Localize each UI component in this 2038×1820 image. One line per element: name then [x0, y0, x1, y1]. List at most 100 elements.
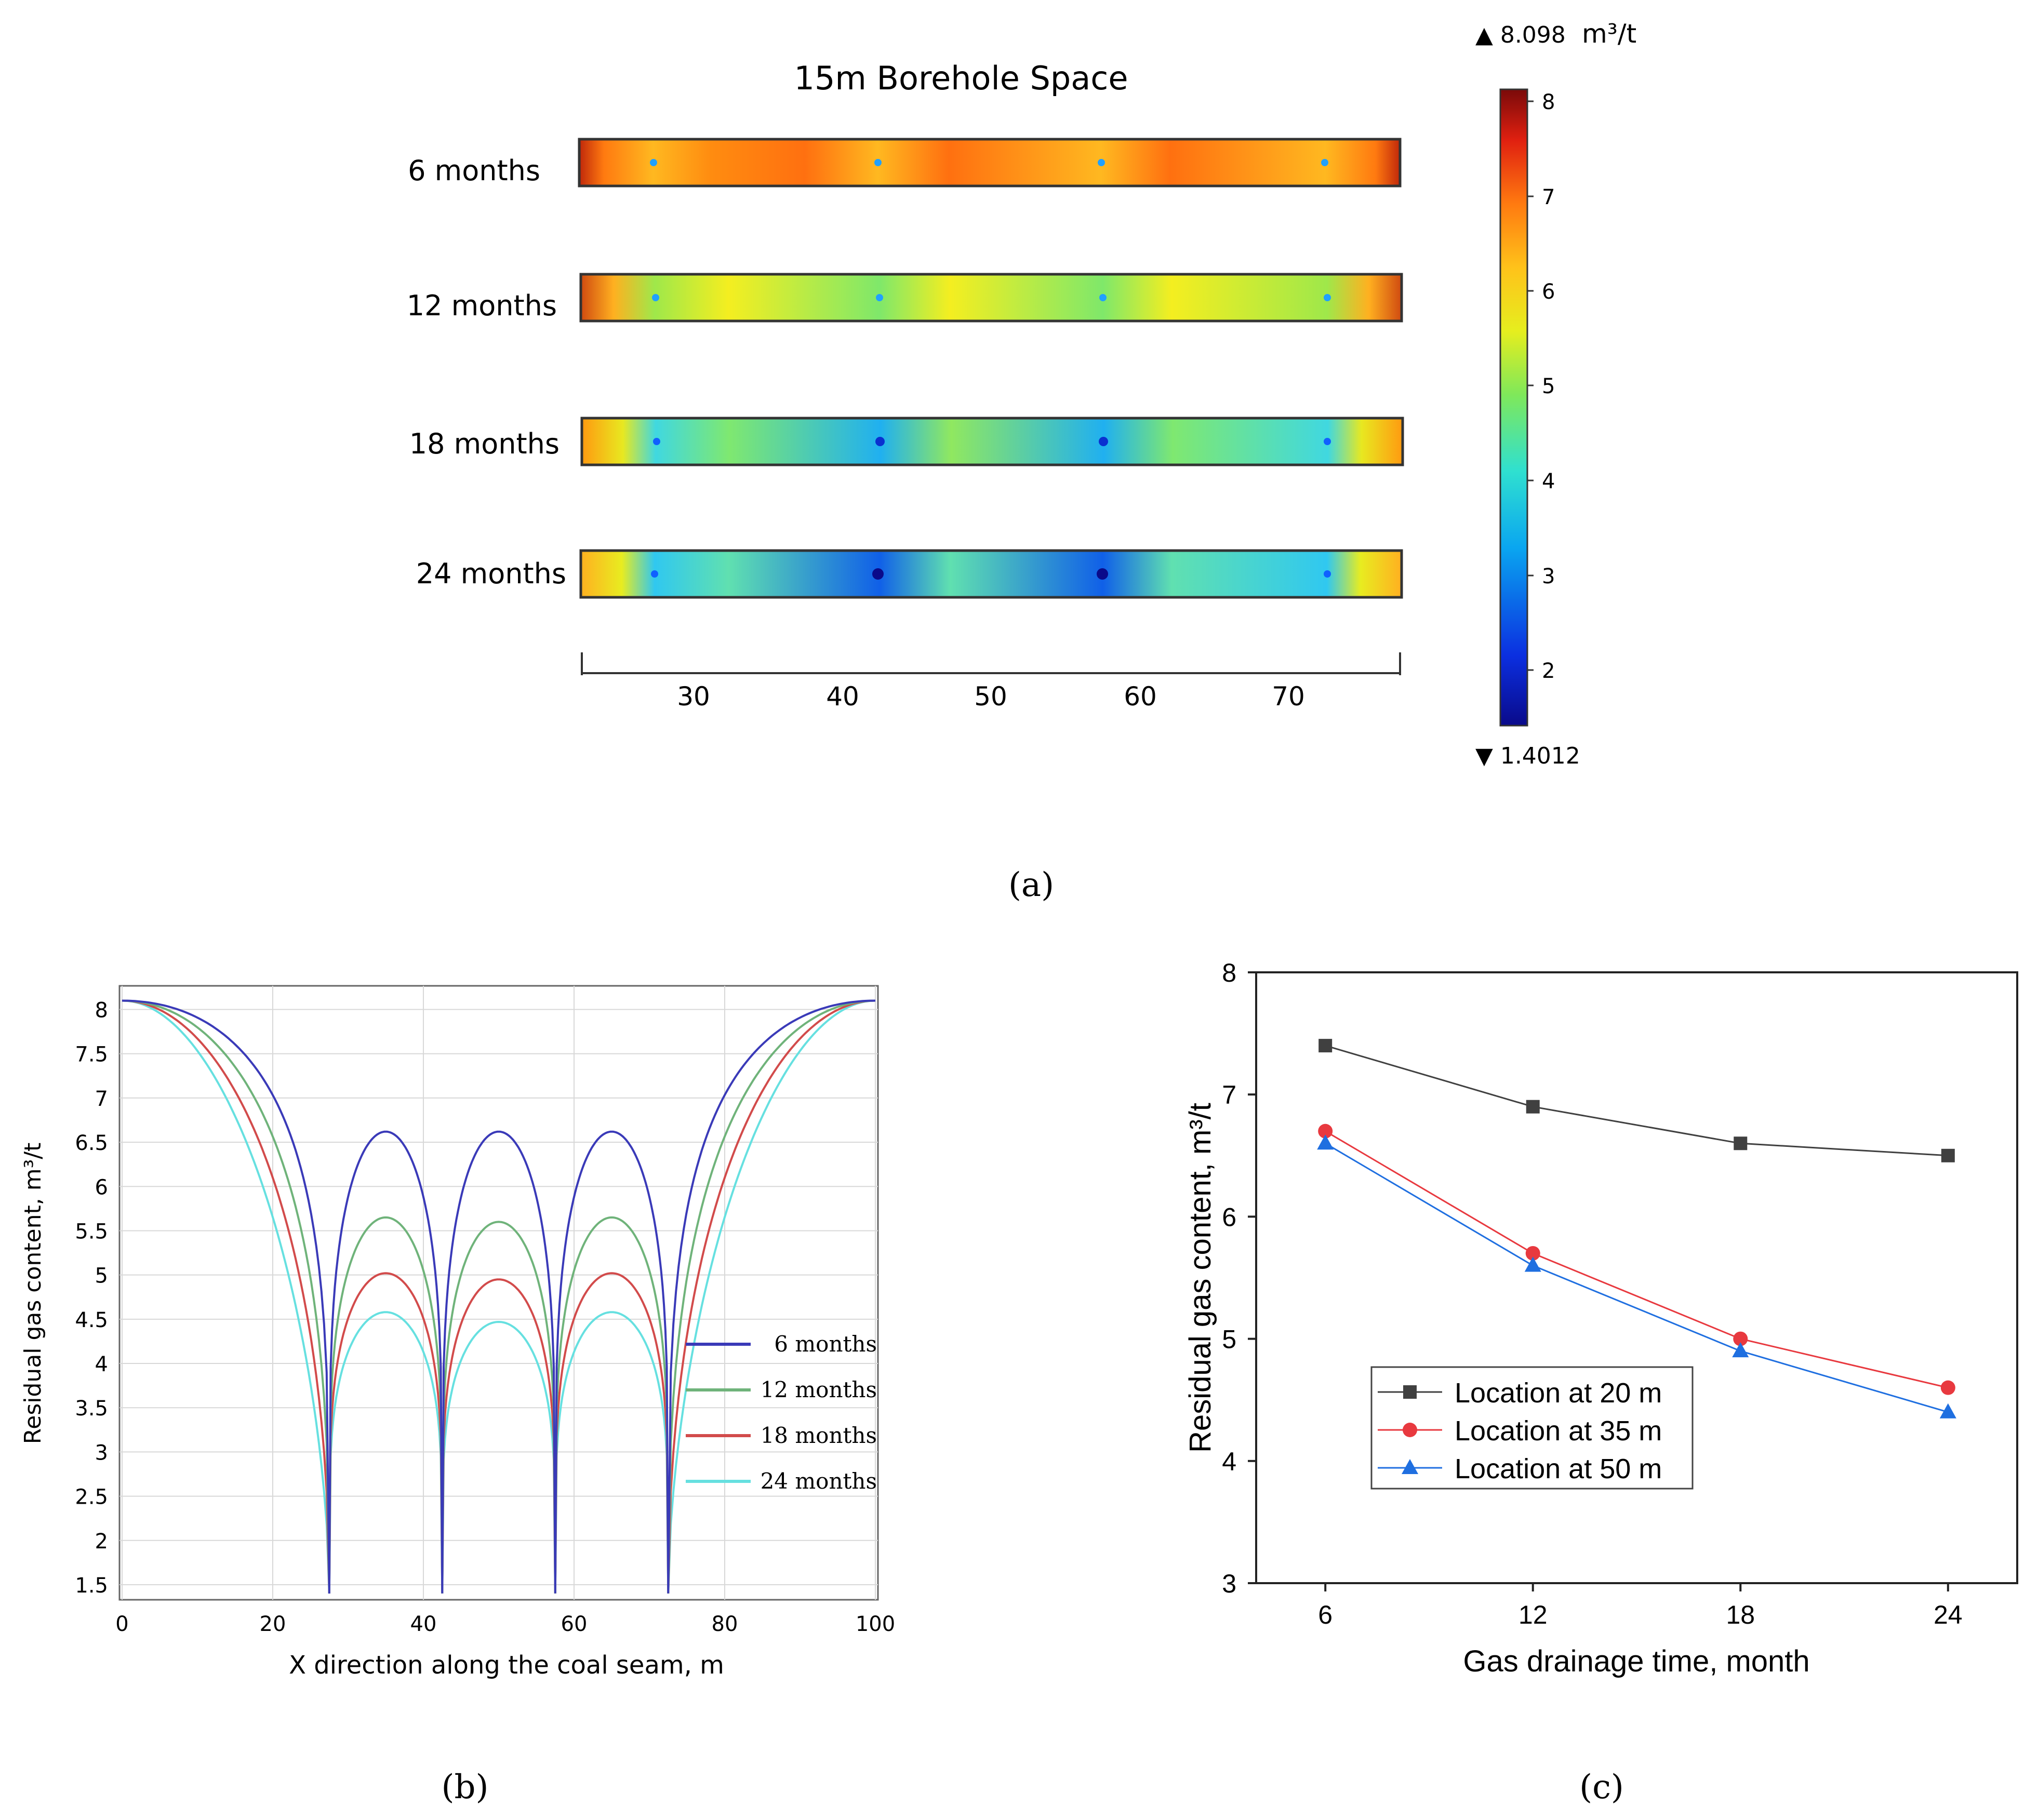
caption-a: (a)	[1008, 866, 1054, 904]
colorbar-tick-label: 2	[1542, 659, 1555, 683]
borehole-marker	[1098, 159, 1105, 166]
series-line-18-months	[122, 999, 876, 1594]
panel-a-tick-label: 40	[826, 681, 859, 712]
panel-a-title: 15m Borehole Space	[794, 59, 1128, 97]
borehole-marker	[1321, 159, 1328, 166]
legend-label: 6 months	[774, 1331, 877, 1357]
data-point-square	[1941, 1148, 1955, 1162]
panel-b-legend: 6 months 12 months 18 months 24 months	[686, 1331, 877, 1494]
panel-a: 15m Borehole Space 6 months 12 months 18…	[407, 19, 1636, 904]
data-point-circle	[1525, 1246, 1540, 1261]
y-tick-label: 3.5	[75, 1397, 108, 1421]
series-line-24-months	[122, 999, 876, 1594]
borehole-marker	[1324, 294, 1331, 301]
data-point-square	[1526, 1100, 1540, 1114]
panel-b-y-ticks: 8 7.5 7 6.5 6 5.5 5 4.5 4 3.5 3 2.5 2 1.5	[75, 999, 108, 1598]
panel-a-tick-label: 30	[677, 681, 710, 712]
y-tick-label: 3	[1222, 1569, 1236, 1598]
legend-label: Location at 20 m	[1455, 1377, 1662, 1409]
y-tick-label: 2	[95, 1530, 108, 1554]
data-point-circle	[1940, 1380, 1955, 1395]
x-tick-label: 40	[410, 1612, 437, 1636]
row-label-6: 6 months	[408, 154, 540, 187]
borehole-marker	[652, 294, 659, 301]
legend-marker	[1402, 1459, 1418, 1474]
panel-c-legend: Location at 20 m Location at 35 m Location…	[1370, 1366, 1694, 1490]
x-tick-label: 0	[115, 1612, 128, 1636]
borehole-marker	[1099, 437, 1108, 446]
caption-b: (b)	[442, 1768, 489, 1806]
borehole-marker	[651, 570, 658, 578]
x-tick-label: 24	[1934, 1600, 1963, 1629]
panel-b-chart: 8 7.5 7 6.5 6 5.5 5 4.5 4 3.5 3 2.5 2 1.5 0 20 40 60 80 10…	[20, 985, 895, 1806]
x-tick-label: 80	[712, 1612, 738, 1636]
y-tick-label: 6	[95, 1175, 108, 1199]
borehole-marker	[876, 294, 883, 301]
borehole-marker	[653, 438, 660, 445]
y-tick-label: 8	[1222, 958, 1236, 987]
colorbar-gradient	[1499, 88, 1528, 727]
data-point-triangle	[1939, 1403, 1956, 1418]
borehole-marker	[1097, 568, 1108, 580]
y-tick-label: 4.5	[75, 1308, 108, 1332]
borehole-marker	[1324, 438, 1331, 445]
colorbar-tick-label: 4	[1542, 470, 1555, 493]
legend-label: 12 months	[761, 1377, 877, 1402]
borehole-marker	[1324, 570, 1331, 578]
heatmap-row-18: 18 months	[409, 417, 1404, 466]
data-point-triangle	[1524, 1256, 1541, 1272]
borehole-marker	[875, 437, 885, 446]
y-tick-label: 8	[95, 999, 108, 1023]
panel-a-tick-label: 60	[1124, 681, 1157, 712]
borehole-marker	[1099, 294, 1107, 301]
heatmap-bar-12	[579, 273, 1403, 323]
colorbar-max-label: ▲ 8.098	[1475, 22, 1566, 48]
panel-b-plot-area	[118, 985, 879, 1601]
x-tick-label: 18	[1726, 1600, 1755, 1629]
y-tick-label: 1.5	[75, 1574, 108, 1598]
y-tick-label: 4	[1222, 1447, 1236, 1476]
y-tick-label: 6	[1222, 1202, 1236, 1232]
legend-marker	[1403, 1423, 1417, 1437]
colorbar-min-label: ▼ 1.4012	[1475, 743, 1580, 769]
data-point-circle	[1733, 1331, 1748, 1346]
panel-c-plot-area	[1255, 971, 2018, 1584]
row-label-18: 18 months	[409, 427, 560, 460]
panel-a-x-axis: 30 40 50 60 70	[581, 652, 1401, 712]
y-tick-label: 7.5	[75, 1043, 108, 1067]
legend-label: 24 months	[761, 1468, 877, 1494]
caption-c: (c)	[1579, 1768, 1624, 1806]
y-tick-label: 7	[1222, 1080, 1236, 1109]
panel-c-x-axis-label: Gas drainage time, month	[1463, 1644, 1809, 1678]
data-point-square	[1318, 1039, 1333, 1053]
colorbar-tick-label: 8	[1542, 90, 1555, 114]
panel-b-x-ticks: 0 20 40 60 80 100	[115, 1612, 895, 1636]
y-tick-label: 5	[95, 1264, 108, 1288]
heatmap-row-12: 12 months	[407, 273, 1403, 323]
heatmap-row-24: 24 months	[416, 549, 1403, 599]
panel-b-series	[122, 999, 876, 1594]
colorbar-ticks	[1527, 100, 1534, 671]
data-point-circle	[1318, 1123, 1333, 1139]
x-tick-label: 6	[1318, 1600, 1333, 1629]
row-label-24: 24 months	[416, 557, 566, 590]
legend-marker	[1403, 1385, 1417, 1399]
panel-b-y-axis-label: Residual gas content, m³/t	[20, 1143, 46, 1444]
panel-c-x-ticks: 6 12 18 24	[1318, 1583, 1963, 1629]
colorbar-unit: m³/t	[1582, 19, 1636, 49]
y-tick-label: 2.5	[75, 1486, 108, 1509]
colorbar-tick-label: 6	[1542, 280, 1555, 304]
series-line	[1325, 1130, 1949, 1389]
panel-b-x-axis-label: X direction along the coal seam, m	[289, 1651, 724, 1680]
borehole-marker	[650, 159, 657, 166]
heatmap-bar-18	[580, 417, 1404, 466]
borehole-marker	[874, 159, 882, 166]
colorbar-tick-label: 3	[1542, 565, 1555, 588]
row-label-12: 12 months	[407, 289, 557, 322]
colorbar: ▲ 8.098 m³/t 8 7 6 5 4 3 2 ▼ 1.4012	[1475, 19, 1636, 769]
x-tick-label: 12	[1518, 1600, 1548, 1629]
legend-label: 18 months	[761, 1423, 877, 1448]
colorbar-tick-label: 5	[1542, 374, 1555, 398]
legend-label: Location at 50 m	[1455, 1453, 1662, 1484]
